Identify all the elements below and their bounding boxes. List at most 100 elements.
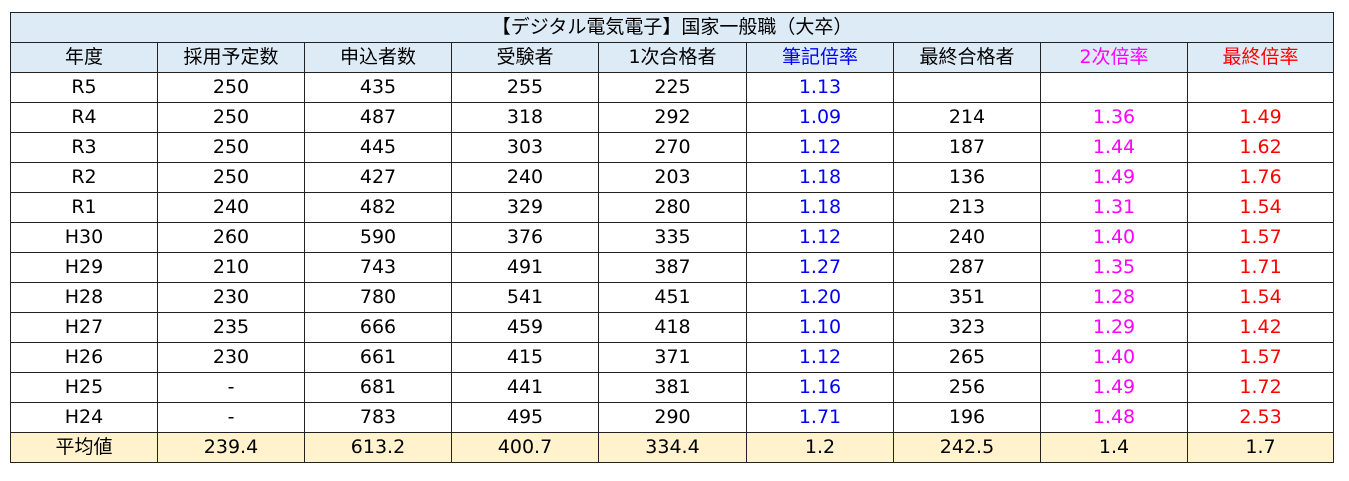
cell: 240 [157,192,305,223]
cell: 1.42 [1186,312,1335,343]
cell: 303 [451,132,599,163]
cell: 平均値 [10,432,158,463]
cell: H30 [10,222,158,253]
cell: 1.18 [746,192,894,223]
cell: 743 [304,252,452,283]
cell: 2.53 [1186,402,1335,433]
cell: 136 [893,162,1041,193]
cell: 1.57 [1186,342,1335,373]
cell: 250 [157,102,305,133]
cell: 2次倍率 [1040,42,1188,73]
cell: 387 [598,252,747,283]
cell: 240 [451,162,599,193]
cell: 376 [451,222,599,253]
cell: 1.4 [1040,432,1188,463]
cell: 323 [893,312,1041,343]
cell: 1.48 [1040,402,1188,433]
cell: 371 [598,342,747,373]
cell: 270 [598,132,747,163]
cell: 1.18 [746,162,894,193]
cell: 250 [157,72,305,103]
cell: 1.49 [1040,162,1188,193]
cell: 435 [304,72,452,103]
cell: 265 [893,342,1041,373]
cell: 1.36 [1040,102,1188,133]
cell: 1.29 [1040,312,1188,343]
cell: 筆記倍率 [746,42,894,73]
cell: 427 [304,162,452,193]
cell: 1.40 [1040,222,1188,253]
cell: 329 [451,192,599,223]
cell: 1.62 [1186,132,1335,163]
cell: 783 [304,402,452,433]
cell: 491 [451,252,599,283]
cell: 445 [304,132,452,163]
cell: 487 [304,102,452,133]
cell: 203 [598,162,747,193]
data-row: R3 250 445 303 270 1.12 187 1.44 1.62 [10,132,1335,163]
cell: H26 [10,342,158,373]
average-row: 平均値 239.4 613.2 400.7 334.4 1.2 242.5 1.4 1.7 [10,432,1335,463]
cell: 418 [598,312,747,343]
cell: R2 [10,162,158,193]
cell: 239.4 [157,432,305,463]
cell: 292 [598,102,747,133]
cell: 613.2 [304,432,452,463]
cell: 780 [304,282,452,313]
cell: 235 [157,312,305,343]
cell: 451 [598,282,747,313]
cell: 1.12 [746,132,894,163]
cell: 240 [893,222,1041,253]
cell: 256 [893,372,1041,403]
cell: 1.72 [1186,372,1335,403]
cell: 1.7 [1186,432,1335,463]
cell: 230 [157,282,305,313]
cell: H27 [10,312,158,343]
data-row: H28 230 780 541 451 1.20 351 1.28 1.54 [10,282,1335,313]
cell: 年度 [10,42,158,73]
cell: 255 [451,72,599,103]
cell: 290 [598,402,747,433]
cell: H28 [10,282,158,313]
cell: 1.49 [1040,372,1188,403]
cell: 210 [157,252,305,283]
cell: 1.12 [746,222,894,253]
cell: 採用予定数 [157,42,305,73]
cell: 1.44 [1040,132,1188,163]
cell: 1.2 [746,432,894,463]
cell: 280 [598,192,747,223]
cell: 1.71 [1186,252,1335,283]
data-row: H24-783 495 290 1.71 196 1.48 2.53 [10,402,1335,433]
cell: 1.49 [1186,102,1335,133]
cell: 1.35 [1040,252,1188,283]
cell: 287 [893,252,1041,283]
cell: H25 [10,372,158,403]
cell: 1.16 [746,372,894,403]
cell: 1次合格者 [598,42,747,73]
data-row: H27 235 666 459 418 1.10 323 1.29 1.42 [10,312,1335,343]
cell: 214 [893,102,1041,133]
cell: 230 [157,342,305,373]
cell: 482 [304,192,452,223]
cell: 242.5 [893,432,1041,463]
cell: 1.09 [746,102,894,133]
cell: 459 [451,312,599,343]
data-table: 【デジタル電気電子】国家一般職（大卒） 年度 採用予定数 申込者数 受験者 1次合格者筆… [9,12,1335,463]
cell: 213 [893,192,1041,223]
cell: 申込者数 [304,42,452,73]
data-row: H26 230 661 415 371 1.12 265 1.40 1.57 [10,342,1335,373]
cell: 最終倍率 [1186,42,1335,73]
cell: 334.4 [598,432,747,463]
cell [893,72,1041,103]
cell: 415 [451,342,599,373]
cell: 受験者 [451,42,599,73]
cell: R4 [10,102,158,133]
cell: 250 [157,132,305,163]
cell: 400.7 [451,432,599,463]
cell: R1 [10,192,158,223]
cell: 661 [304,342,452,373]
data-row: H29 210 743 491 387 1.27 287 1.35 1.71 [10,252,1335,283]
cell: 1.31 [1040,192,1188,223]
cell: 1.13 [746,72,894,103]
